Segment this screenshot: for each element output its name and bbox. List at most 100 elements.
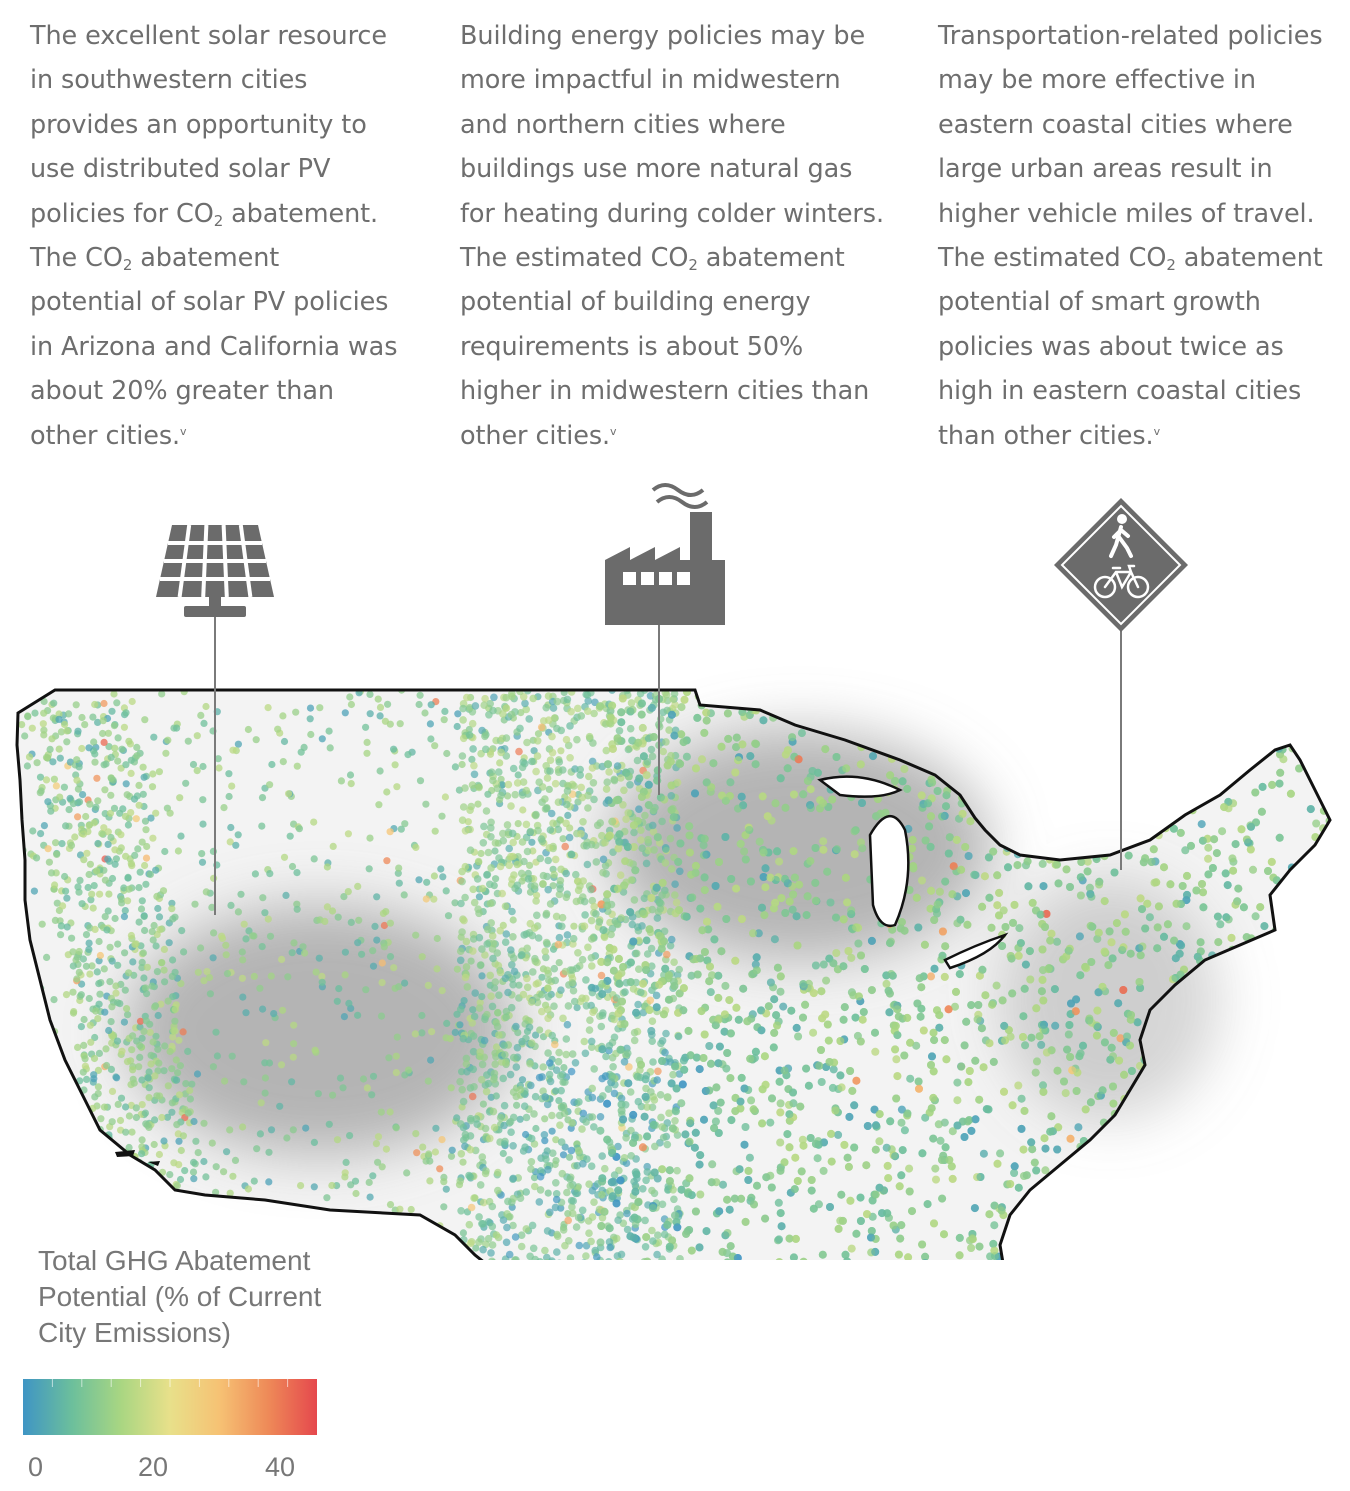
city-point [153,968,161,976]
city-point [559,835,567,843]
city-point [469,947,477,955]
city-point [289,1220,297,1228]
city-point [149,834,157,842]
text-fragment: Transportation-related policies [938,21,1323,51]
city-point [43,754,52,762]
city-point [1267,1074,1276,1083]
city-point [544,856,552,865]
text-fragment: policies was about twice as [938,331,1284,362]
city-point [1271,1024,1279,1033]
city-point [1321,791,1330,800]
city-point [1272,729,1281,738]
city-point [401,979,409,987]
city-point [578,793,587,802]
city-point [53,1204,61,1212]
city-point [314,1090,322,1098]
city-point [519,758,527,766]
city-point [1009,834,1018,843]
city-point [32,1051,40,1060]
city-point [153,1092,161,1100]
city-point [535,778,543,786]
city-point [290,1021,298,1029]
city-point [380,943,388,951]
city-point [1113,1148,1122,1157]
city-point [1179,776,1188,784]
city-point [422,800,430,808]
city-point [475,933,484,942]
city-point [274,725,282,733]
city-point [50,775,59,783]
city-point [33,1133,42,1141]
city-point [226,838,234,846]
city-point [122,852,130,860]
city-point [177,1202,185,1211]
city-point [1065,711,1074,720]
city-point [552,1136,560,1144]
city-point [261,1074,269,1082]
city-point [125,1143,133,1152]
text-fragment: The estimated CO [938,243,1167,274]
city-point [1290,984,1299,993]
city-point [140,912,148,921]
city-point [473,1120,482,1128]
city-point [908,693,917,702]
city-point [1246,732,1255,741]
city-point [318,978,326,986]
city-point [100,761,108,769]
city-point [433,934,441,943]
city-point [551,1040,559,1049]
city-point [481,732,489,741]
city-point [202,702,210,711]
city-point [1236,1115,1245,1124]
city-point [393,1033,401,1041]
city-point [487,864,495,872]
city-point [292,708,300,716]
city-point [582,976,590,984]
city-point [1289,916,1298,925]
city-point [199,820,207,828]
city-point [573,964,581,973]
city-point [79,791,87,799]
city-point [588,1093,597,1102]
city-point [277,1061,286,1069]
city-point [532,1031,540,1039]
city-point [164,997,172,1005]
us-map-figure [15,483,1332,1260]
city-point [65,806,73,814]
city-point [1173,1138,1182,1147]
city-point [1329,957,1330,966]
city-point [907,699,916,707]
city-point [1238,1254,1247,1260]
city-point [448,1146,456,1154]
city-point [171,968,179,976]
text-fragment: potential of smart growth [938,287,1261,318]
city-point [120,1208,128,1216]
city-point [108,957,116,965]
city-point [1247,978,1256,987]
city-point [1022,762,1030,771]
city-point [199,762,207,771]
city-point [380,921,388,930]
city-point [551,855,560,864]
city-point [1323,912,1330,921]
city-point [1329,1227,1330,1236]
city-point [1200,1218,1209,1227]
city-point [1022,770,1031,779]
city-point [67,1191,75,1199]
city-point [200,1157,208,1166]
city-point [1111,772,1120,781]
city-point [352,1189,360,1198]
city-point [1175,744,1184,753]
city-point [127,1169,136,1177]
city-point [262,1039,270,1047]
city-point [136,1053,144,1061]
city-point [256,1130,264,1138]
city-point [81,1062,89,1070]
city-point [173,1182,181,1190]
city-point [1288,989,1297,998]
city-point [1121,836,1129,845]
city-point [492,875,500,883]
city-point [31,1229,39,1237]
city-point [529,1244,538,1253]
city-point [80,856,88,864]
